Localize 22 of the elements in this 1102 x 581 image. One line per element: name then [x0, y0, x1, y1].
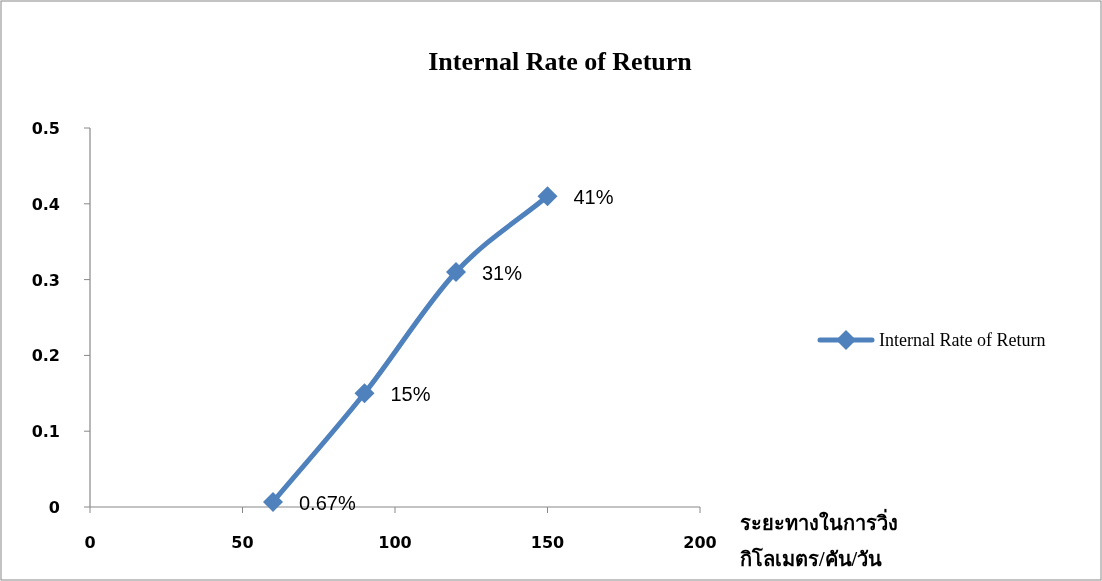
- point: [354, 383, 375, 404]
- data-label: 0.67%: [299, 491, 356, 514]
- y-tick-label: 0.5: [31, 119, 60, 138]
- point: [446, 262, 466, 283]
- point: [537, 186, 558, 207]
- data-label: 41%: [573, 186, 614, 209]
- x-tick-label: 100: [378, 533, 412, 552]
- x-tick-label: 0: [84, 533, 96, 552]
- x-tick-label: 50: [231, 533, 254, 552]
- x-tick-label: 200: [683, 533, 717, 552]
- y-tick-label: 0.2: [31, 346, 60, 366]
- data-label: 31%: [482, 262, 523, 285]
- y-tick-label: 0.3: [31, 270, 60, 290]
- x-tick-label: 150: [530, 533, 565, 552]
- point: [263, 491, 283, 512]
- chart-title: Internal Rate of Return: [428, 47, 693, 76]
- x-axis-title: ระยะทางในการวิ่ง กิโลเมตร/คัน/วัน: [740, 508, 898, 570]
- y-tick-label: 0.4: [31, 194, 60, 214]
- y-tick-label: 0: [48, 498, 60, 517]
- legend-label: Internal Rate of Return: [879, 330, 1046, 350]
- y-tick-label: 0.1: [31, 422, 60, 442]
- data-label: 15%: [390, 383, 431, 406]
